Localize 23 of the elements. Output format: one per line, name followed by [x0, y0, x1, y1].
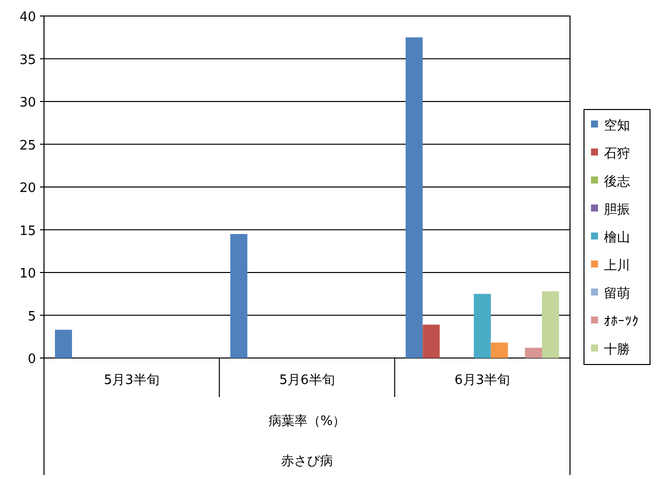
legend-label: 十勝: [604, 342, 630, 358]
y-tick-label: 40: [19, 10, 36, 25]
legend-label: 石狩: [604, 146, 630, 162]
y-tick-label: 10: [19, 266, 36, 282]
legend-label: 後志: [604, 174, 630, 190]
legend-label: 胆振: [604, 202, 630, 218]
x-tick-label: 5月6半旬: [279, 373, 335, 388]
legend-label: 空知: [604, 118, 630, 134]
y-tick-label: 0: [28, 352, 36, 367]
x-tick-label: 6月3半旬: [454, 373, 510, 388]
text: 赤さび病: [281, 454, 333, 469]
legend-label: 上川: [604, 258, 630, 274]
y-tick-label: 15: [19, 224, 36, 239]
y-tick-label: 25: [19, 138, 36, 154]
x-axis-title: 病葉率（%）: [268, 413, 346, 429]
y-tick-label: 20: [19, 181, 36, 196]
legend-label: 檜山: [604, 230, 630, 246]
y-tick-label: 5: [28, 309, 36, 324]
legend-label: 留萌: [604, 286, 630, 302]
x-tick-label: 5月3半旬: [104, 373, 160, 388]
legend-label: ｵﾎｰﾂｸ: [604, 314, 639, 330]
y-tick-label: 30: [19, 96, 36, 110]
y-tick-label: 35: [19, 52, 36, 68]
